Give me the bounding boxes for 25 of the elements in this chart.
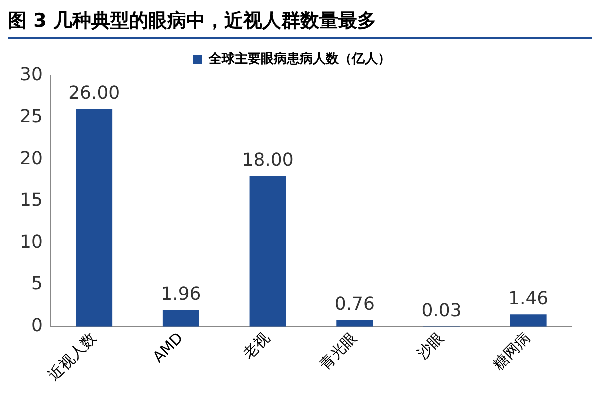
y-tick-label: 25 <box>20 106 43 128</box>
data-label: 0.76 <box>334 294 375 316</box>
data-label: 1.46 <box>508 288 549 310</box>
y-tick-label: 15 <box>20 190 43 212</box>
data-label: 1.96 <box>161 284 202 306</box>
bar <box>510 314 547 327</box>
y-tick-label: 30 <box>20 64 43 86</box>
y-tick-label: 0 <box>31 316 43 337</box>
y-tick-label: 5 <box>31 274 43 295</box>
data-label: 18.00 <box>242 150 294 172</box>
legend-label: 全球主要眼病患病人数（亿人） <box>208 50 391 67</box>
x-tick-label: 青光眼 <box>316 329 360 374</box>
chart-title: 图 3 几种典型的眼病中，近视人群数量最多 <box>8 8 592 39</box>
bar <box>76 109 113 327</box>
x-tick-label: 糖网病 <box>490 329 534 374</box>
bar <box>162 310 200 327</box>
x-tick-label: 沙眼 <box>413 329 448 363</box>
bar <box>336 320 374 327</box>
y-tick-label: 10 <box>20 232 43 253</box>
y-tick-label: 20 <box>20 148 43 170</box>
bar <box>250 176 286 327</box>
x-tick-label: 近视人数 <box>44 329 100 384</box>
x-tick-label: 老视 <box>240 329 274 363</box>
data-label: 26.00 <box>68 83 120 104</box>
data-label: 0.03 <box>422 300 462 322</box>
